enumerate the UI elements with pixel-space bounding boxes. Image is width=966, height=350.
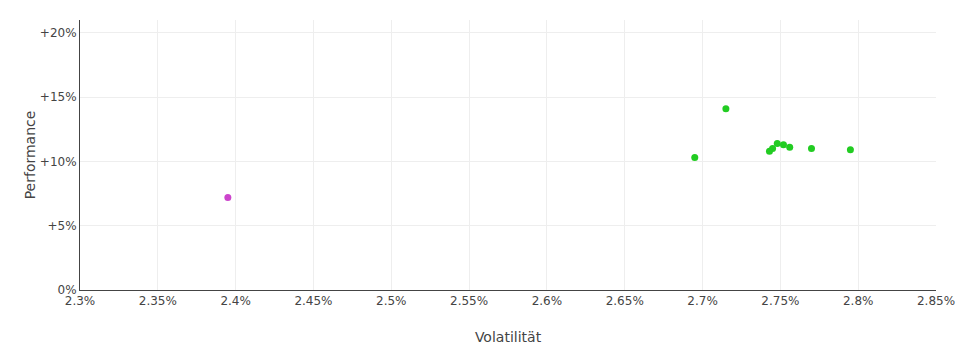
svg-text:2.8%: 2.8% xyxy=(843,294,874,308)
svg-text:2.3%: 2.3% xyxy=(65,294,96,308)
svg-text:+10%: +10% xyxy=(40,155,77,169)
svg-text:0%: 0% xyxy=(58,283,77,297)
svg-text:2.55%: 2.55% xyxy=(450,294,488,308)
svg-text:2.5%: 2.5% xyxy=(376,294,407,308)
svg-text:2.4%: 2.4% xyxy=(220,294,251,308)
svg-text:2.45%: 2.45% xyxy=(294,294,332,308)
svg-text:2.65%: 2.65% xyxy=(606,294,644,308)
svg-text:2.85%: 2.85% xyxy=(917,294,955,308)
svg-text:+15%: +15% xyxy=(40,90,77,104)
svg-text:Performance: Performance xyxy=(22,111,38,200)
svg-text:2.35%: 2.35% xyxy=(139,294,177,308)
svg-text:+5%: +5% xyxy=(48,219,77,233)
svg-text:2.6%: 2.6% xyxy=(532,294,563,308)
svg-text:2.7%: 2.7% xyxy=(687,294,718,308)
svg-text:2.75%: 2.75% xyxy=(761,294,799,308)
svg-text:Volatilität: Volatilität xyxy=(475,329,542,345)
svg-text:+20%: +20% xyxy=(40,26,77,40)
